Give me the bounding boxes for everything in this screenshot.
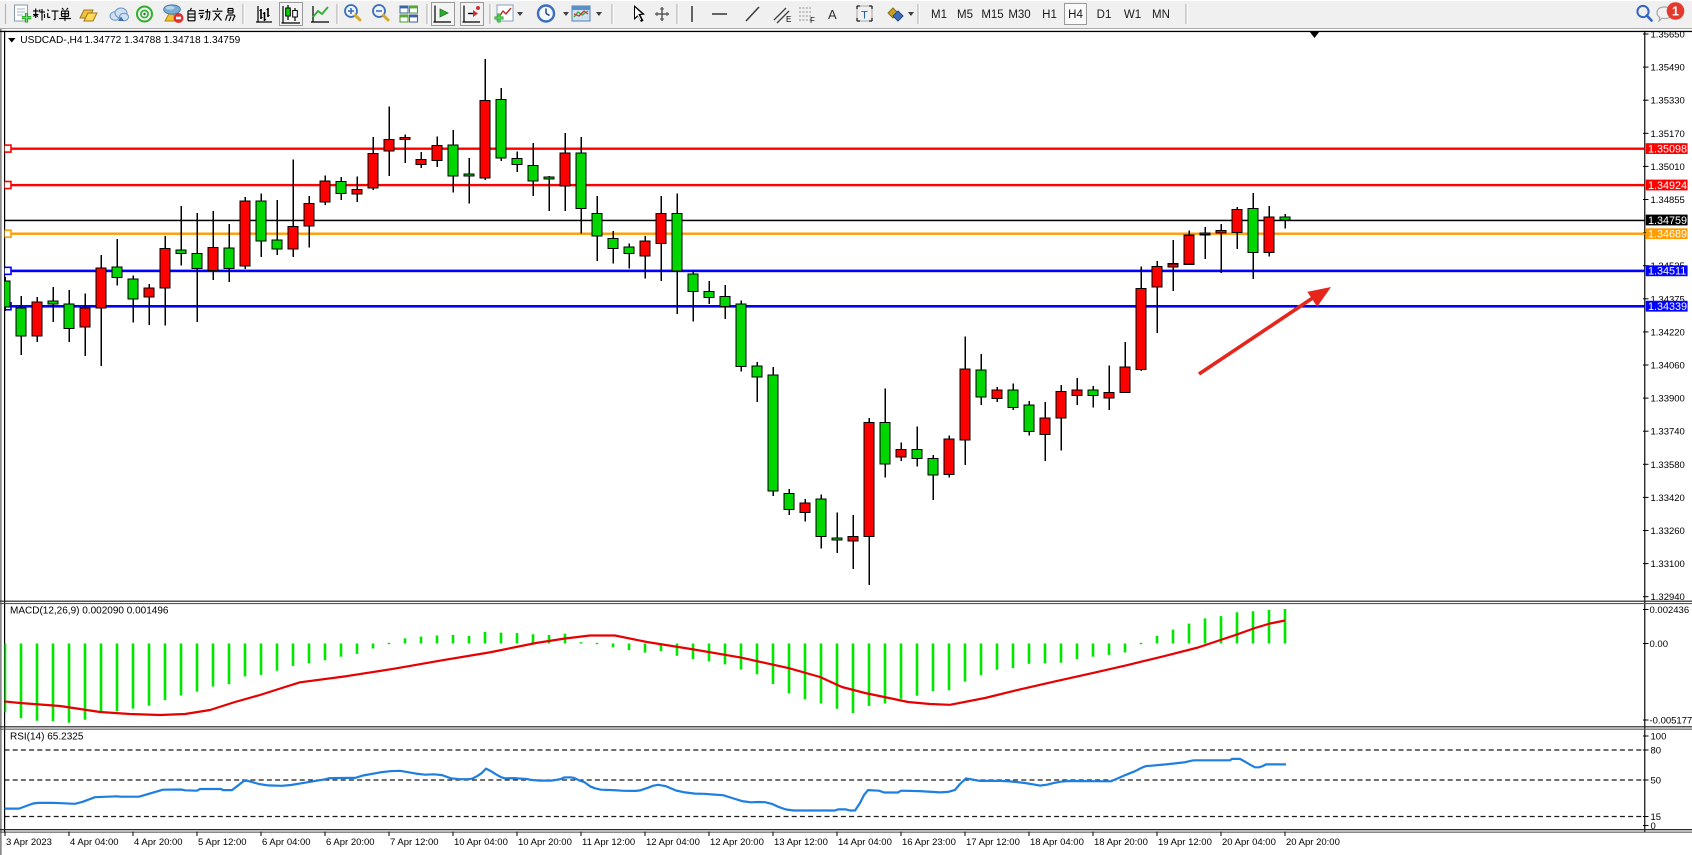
svg-text:18 Apr 04:00: 18 Apr 04:00 <box>1030 837 1084 848</box>
svg-text:M30: M30 <box>1008 9 1030 21</box>
svg-text:W1: W1 <box>1124 9 1141 21</box>
svg-text:17 Apr 12:00: 17 Apr 12:00 <box>966 837 1020 848</box>
svg-text:10 Apr 04:00: 10 Apr 04:00 <box>454 837 508 848</box>
svg-text:1.33100: 1.33100 <box>1651 559 1685 570</box>
svg-text:100: 100 <box>1651 732 1667 743</box>
svg-text:14 Apr 04:00: 14 Apr 04:00 <box>838 837 892 848</box>
svg-text:1.34339: 1.34339 <box>1648 301 1687 313</box>
svg-text:A: A <box>828 7 837 22</box>
svg-text:1.35650: 1.35650 <box>1651 30 1685 41</box>
svg-text:1.35010: 1.35010 <box>1651 162 1685 173</box>
svg-text:16 Apr 23:00: 16 Apr 23:00 <box>902 837 956 848</box>
svg-text:RSI(14) 65.2325: RSI(14) 65.2325 <box>10 732 84 743</box>
svg-text:1.35098: 1.35098 <box>1648 144 1687 156</box>
svg-text:13 Apr 12:00: 13 Apr 12:00 <box>774 837 828 848</box>
svg-text:80: 80 <box>1651 746 1662 757</box>
svg-text:-0.005177: -0.005177 <box>1650 716 1692 727</box>
svg-text:1.35330: 1.35330 <box>1651 96 1685 107</box>
svg-text:1.32940: 1.32940 <box>1651 592 1685 603</box>
svg-text:M15: M15 <box>981 9 1003 21</box>
svg-text:M5: M5 <box>957 9 973 21</box>
svg-text:0.002436: 0.002436 <box>1650 605 1690 616</box>
svg-text:0.00: 0.00 <box>1650 639 1669 650</box>
svg-text:50: 50 <box>1651 776 1662 787</box>
svg-text:E: E <box>786 15 791 24</box>
svg-text:10 Apr 20:00: 10 Apr 20:00 <box>518 837 572 848</box>
svg-text:12 Apr 04:00: 12 Apr 04:00 <box>646 837 700 848</box>
svg-text:1.33420: 1.33420 <box>1651 493 1685 504</box>
svg-text:1.34511: 1.34511 <box>1648 266 1686 278</box>
svg-text:15: 15 <box>1651 812 1662 823</box>
svg-text:3 Apr 2023: 3 Apr 2023 <box>6 837 52 848</box>
svg-text:1.35170: 1.35170 <box>1651 129 1685 140</box>
svg-text:20 Apr 20:00: 20 Apr 20:00 <box>1286 837 1340 848</box>
svg-text:MN: MN <box>1152 9 1170 21</box>
svg-text:1.34772 1.34788 1.34718 1.3475: 1.34772 1.34788 1.34718 1.34759 <box>85 35 241 46</box>
svg-text:1.33260: 1.33260 <box>1651 526 1685 537</box>
svg-text:1.34689: 1.34689 <box>1648 229 1687 241</box>
svg-text:1.34855: 1.34855 <box>1651 195 1685 206</box>
svg-text:18 Apr 20:00: 18 Apr 20:00 <box>1094 837 1148 848</box>
svg-text:F: F <box>810 16 815 25</box>
svg-text:M1: M1 <box>931 9 947 21</box>
svg-text:MACD(12,26,9) 0.002090 0.00149: MACD(12,26,9) 0.002090 0.001496 <box>10 606 169 617</box>
svg-text:0: 0 <box>1651 821 1656 832</box>
svg-text:1.33580: 1.33580 <box>1651 460 1685 471</box>
svg-text:1.34924: 1.34924 <box>1648 180 1687 192</box>
svg-text:4 Apr 04:00: 4 Apr 04:00 <box>70 837 119 848</box>
svg-text:1.34220: 1.34220 <box>1651 327 1685 338</box>
svg-text:1.35490: 1.35490 <box>1651 63 1685 74</box>
svg-text:USDCAD-,H4: USDCAD-,H4 <box>20 35 83 46</box>
svg-text:6 Apr 20:00: 6 Apr 20:00 <box>326 837 375 848</box>
svg-text:7 Apr 12:00: 7 Apr 12:00 <box>390 837 439 848</box>
svg-text:6 Apr 04:00: 6 Apr 04:00 <box>262 837 311 848</box>
svg-text:11 Apr 12:00: 11 Apr 12:00 <box>582 837 635 848</box>
svg-text:19 Apr 12:00: 19 Apr 12:00 <box>1158 837 1212 848</box>
svg-text:D1: D1 <box>1097 9 1112 21</box>
svg-text:1.33900: 1.33900 <box>1651 394 1685 405</box>
svg-text:T: T <box>861 10 868 22</box>
svg-text:5 Apr 12:00: 5 Apr 12:00 <box>198 837 247 848</box>
svg-text:1.34375: 1.34375 <box>1651 294 1685 305</box>
svg-text:1.33740: 1.33740 <box>1651 427 1685 438</box>
svg-text:4 Apr 20:00: 4 Apr 20:00 <box>134 837 183 848</box>
svg-text:H4: H4 <box>1068 9 1083 21</box>
svg-text:1.34759: 1.34759 <box>1648 215 1687 227</box>
svg-text:12 Apr 20:00: 12 Apr 20:00 <box>710 837 764 848</box>
svg-text:20 Apr 04:00: 20 Apr 04:00 <box>1222 837 1276 848</box>
svg-text:H1: H1 <box>1042 9 1057 21</box>
svg-text:1: 1 <box>1672 4 1679 18</box>
svg-text:1.34060: 1.34060 <box>1651 361 1685 372</box>
